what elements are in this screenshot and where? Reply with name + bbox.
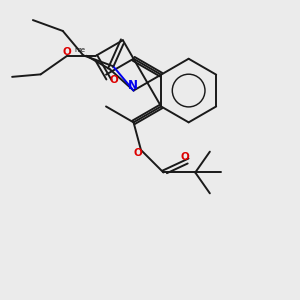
Text: N: N [128, 79, 138, 92]
Text: O: O [62, 47, 71, 57]
Text: O: O [110, 75, 118, 85]
Text: O: O [134, 148, 142, 158]
Text: O: O [181, 152, 189, 162]
Text: me: me [74, 47, 85, 53]
